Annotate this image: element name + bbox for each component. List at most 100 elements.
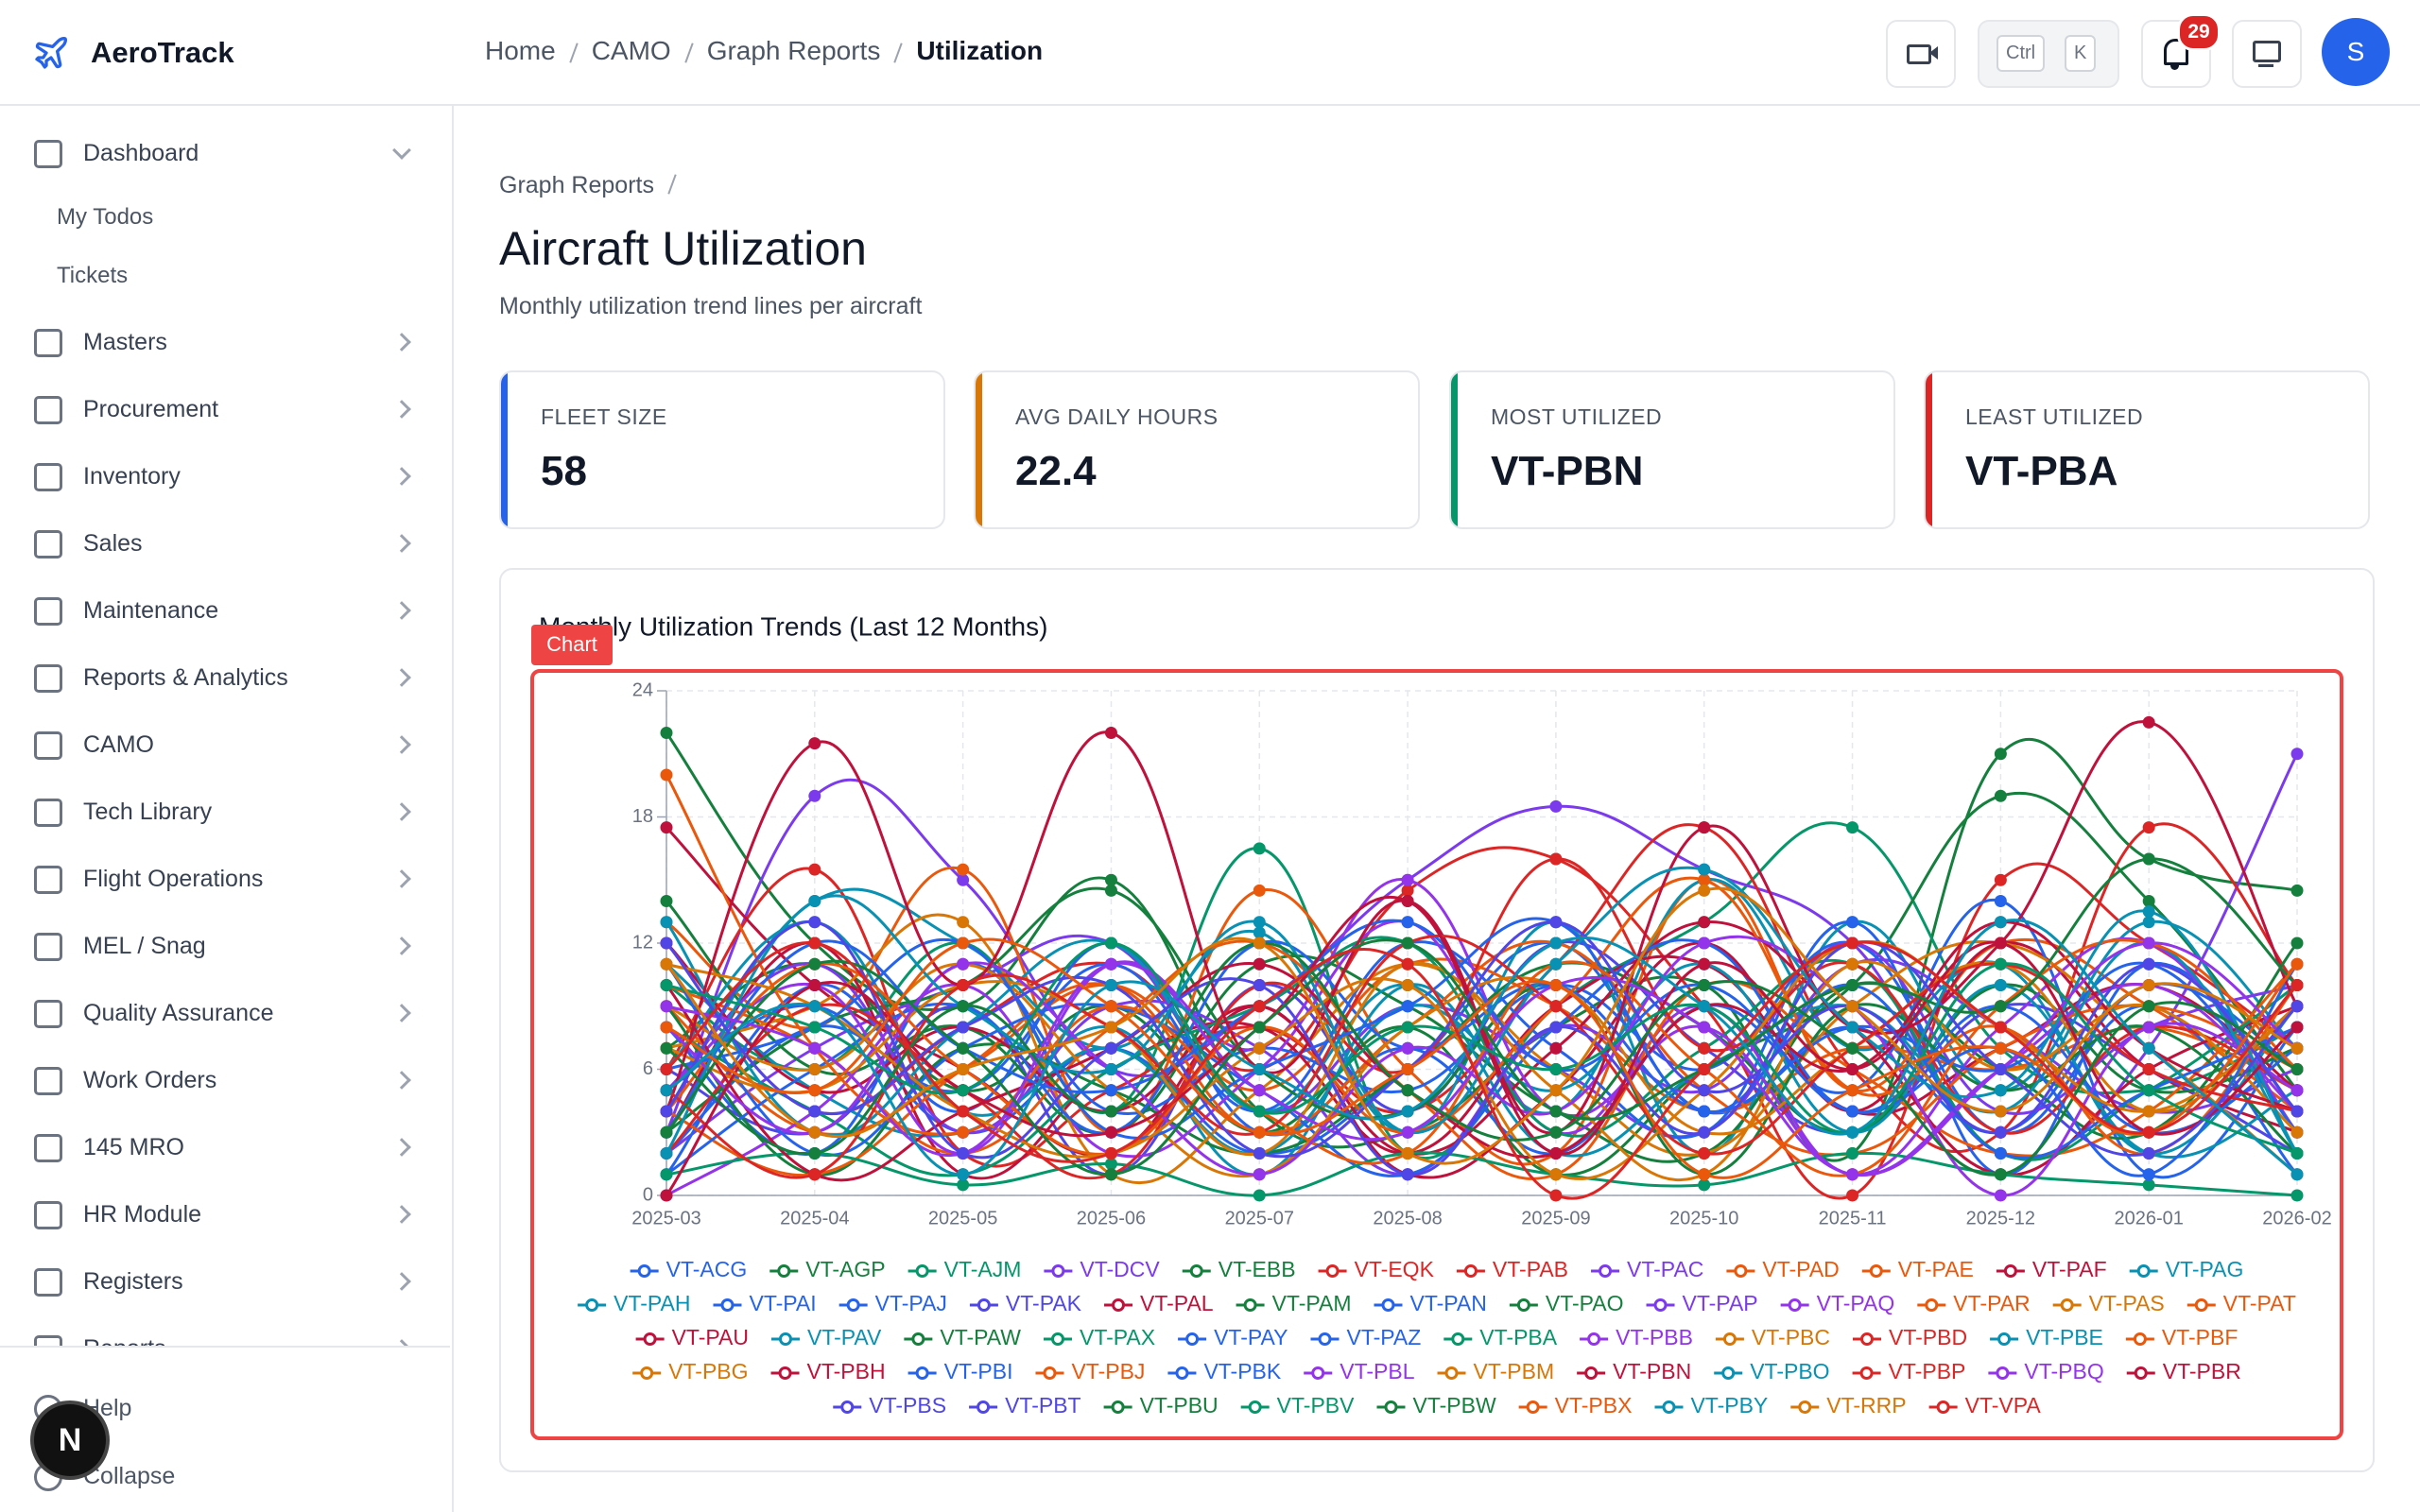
legend-item[interactable]: VT-PAP bbox=[1646, 1291, 1758, 1315]
sub-item[interactable]: Tickets bbox=[57, 263, 129, 288]
legend-item[interactable]: VT-PAF bbox=[1996, 1257, 2107, 1281]
legend-item[interactable]: VT-PAJ bbox=[838, 1291, 947, 1315]
legend-item[interactable]: VT-PAL bbox=[1104, 1291, 1214, 1315]
legend-item[interactable]: VT-PAR bbox=[1917, 1291, 2031, 1315]
legend-item[interactable]: VT-PBL bbox=[1304, 1359, 1415, 1383]
x-tick-label: 2025-09 bbox=[1521, 1208, 1590, 1228]
video-button[interactable] bbox=[1886, 20, 1956, 88]
legend-label: VT-PAT bbox=[2223, 1291, 2296, 1315]
legend-item[interactable]: VT-PAH bbox=[578, 1291, 690, 1315]
nav-item[interactable]: Maintenance bbox=[11, 582, 439, 639]
legend-item[interactable]: VT-PBG bbox=[632, 1359, 749, 1383]
nav-item[interactable]: CAMO bbox=[11, 716, 439, 773]
data-point bbox=[2290, 979, 2304, 991]
sub-item[interactable]: My Todos bbox=[57, 204, 154, 230]
legend-item[interactable]: VT-PBK bbox=[1167, 1359, 1282, 1383]
legend-item[interactable]: VT-PBY bbox=[1654, 1393, 1768, 1418]
nav-item[interactable]: Registers bbox=[11, 1253, 439, 1310]
legend-item[interactable]: VT-PAV bbox=[770, 1325, 882, 1349]
legend-item[interactable]: VT-PAE bbox=[1861, 1257, 1974, 1281]
legend-item[interactable]: VT-PBE bbox=[1990, 1325, 2103, 1349]
legend-item[interactable]: VT-RRP bbox=[1790, 1393, 1907, 1418]
legend-item[interactable]: VT-PBV bbox=[1240, 1393, 1355, 1418]
legend-item[interactable]: VT-PBN bbox=[1577, 1359, 1691, 1383]
footer-item[interactable]: Collapse bbox=[11, 1450, 439, 1503]
legend-item[interactable]: VT-PAX bbox=[1043, 1325, 1155, 1349]
legend-item[interactable]: VT-AJM bbox=[908, 1257, 1022, 1281]
legend-item[interactable]: VT-PBR bbox=[2126, 1359, 2241, 1383]
legend-item[interactable]: VT-PAU bbox=[635, 1325, 749, 1349]
legend-item[interactable]: VT-PBM bbox=[1437, 1359, 1555, 1383]
nav-item[interactable]: Reports & Analytics bbox=[11, 649, 439, 706]
legend-item[interactable]: VT-PAM bbox=[1236, 1291, 1352, 1315]
legend-item[interactable]: VT-PAI bbox=[713, 1291, 817, 1315]
nav-item[interactable]: Inventory bbox=[11, 448, 439, 505]
legend-item[interactable]: VT-PBB bbox=[1580, 1325, 1693, 1349]
nav-item[interactable]: Dashboard bbox=[11, 125, 439, 181]
legend-item[interactable]: VT-PBW bbox=[1376, 1393, 1496, 1418]
legend-item[interactable]: VT-PBT bbox=[969, 1393, 1081, 1418]
legend-item[interactable]: VT-PBQ bbox=[1988, 1359, 2104, 1383]
legend-label: VT-PAJ bbox=[875, 1291, 947, 1315]
legend-item[interactable]: VT-PAG bbox=[2129, 1257, 2244, 1281]
assistant-badge[interactable]: N bbox=[34, 1404, 106, 1476]
nav-item[interactable]: Quality Assurance bbox=[11, 985, 439, 1041]
legend-label: VT-PAU bbox=[672, 1325, 749, 1349]
legend-item[interactable]: VT-PBS bbox=[833, 1393, 946, 1418]
legend-item[interactable]: VT-PAQ bbox=[1780, 1291, 1895, 1315]
legend-item[interactable]: VT-PAB bbox=[1456, 1257, 1568, 1281]
legend-item[interactable]: VT-EQK bbox=[1318, 1257, 1435, 1281]
notification-count: 29 bbox=[2177, 13, 2221, 51]
legend-item[interactable]: VT-PAD bbox=[1726, 1257, 1840, 1281]
data-point bbox=[660, 1063, 673, 1075]
legend-item[interactable]: VT-PBI bbox=[908, 1359, 1013, 1383]
legend-item[interactable]: VT-PBX bbox=[1518, 1393, 1633, 1418]
legend-item[interactable]: VT-PAY bbox=[1178, 1325, 1288, 1349]
search-shortcut[interactable]: Ctrl K bbox=[1978, 20, 2119, 88]
legend-item[interactable]: VT-PAW bbox=[904, 1325, 1021, 1349]
notifications-button[interactable] bbox=[2141, 20, 2211, 88]
nav-item[interactable]: Reports bbox=[11, 1320, 439, 1346]
legend-item[interactable]: VT-PBD bbox=[1853, 1325, 1967, 1349]
legend-item[interactable]: VT-PBU bbox=[1103, 1393, 1219, 1418]
page-breadcrumb[interactable]: Graph Reports bbox=[499, 172, 654, 198]
legend-item[interactable]: VT-PAS bbox=[2052, 1291, 2165, 1315]
legend-item[interactable]: VT-PAN bbox=[1374, 1291, 1487, 1315]
nav-item[interactable]: Masters bbox=[11, 314, 439, 370]
legend-item[interactable]: VT-PBH bbox=[770, 1359, 886, 1383]
data-point bbox=[1994, 1125, 2007, 1139]
legend-item[interactable]: VT-DCV bbox=[1044, 1257, 1160, 1281]
legend-item[interactable]: VT-PAK bbox=[969, 1291, 1082, 1315]
nav-item[interactable]: Procurement bbox=[11, 381, 439, 438]
breadcrumb-item[interactable]: CAMO bbox=[591, 36, 671, 65]
legend-item[interactable]: VT-PBP bbox=[1852, 1359, 1966, 1383]
legend-item[interactable]: VT-PBA bbox=[1443, 1325, 1558, 1349]
legend-item[interactable]: VT-EBB bbox=[1182, 1257, 1296, 1281]
legend-marker bbox=[1734, 1264, 1748, 1278]
legend-label: VT-PBG bbox=[668, 1359, 748, 1383]
legend-item[interactable]: VT-PBO bbox=[1714, 1359, 1830, 1383]
legend-item[interactable]: VT-ACG bbox=[630, 1257, 748, 1281]
legend-item[interactable]: VT-PBF bbox=[2125, 1325, 2238, 1349]
legend-item[interactable]: VT-PAO bbox=[1509, 1291, 1624, 1315]
nav-item[interactable]: Flight Operations bbox=[11, 850, 439, 907]
user-avatar[interactable]: S bbox=[2322, 18, 2390, 86]
legend-item[interactable]: VT-AGP bbox=[769, 1257, 886, 1281]
display-button[interactable] bbox=[2232, 20, 2302, 88]
legend-item[interactable]: VT-VPA bbox=[1928, 1393, 2042, 1418]
legend-item[interactable]: VT-PBJ bbox=[1035, 1359, 1145, 1383]
legend-item[interactable]: VT-PBC bbox=[1715, 1325, 1830, 1349]
nav-item[interactable]: Work Orders bbox=[11, 1052, 439, 1108]
data-point bbox=[1401, 1063, 1414, 1075]
nav-item[interactable]: HR Module bbox=[11, 1186, 439, 1243]
breadcrumb-item[interactable]: Graph Reports bbox=[706, 36, 881, 65]
legend-item[interactable]: VT-PAC bbox=[1591, 1257, 1703, 1281]
nav-item[interactable]: Tech Library bbox=[11, 783, 439, 840]
breadcrumb-item[interactable]: Home bbox=[485, 36, 556, 65]
nav-item[interactable]: MEL / Snag bbox=[11, 918, 439, 974]
nav-item[interactable]: Sales bbox=[11, 515, 439, 572]
legend-item[interactable]: VT-PAT bbox=[2187, 1291, 2296, 1315]
legend-item[interactable]: VT-PAZ bbox=[1310, 1325, 1421, 1349]
data-point bbox=[660, 936, 673, 950]
nav-item[interactable]: 145 MRO bbox=[11, 1119, 439, 1176]
